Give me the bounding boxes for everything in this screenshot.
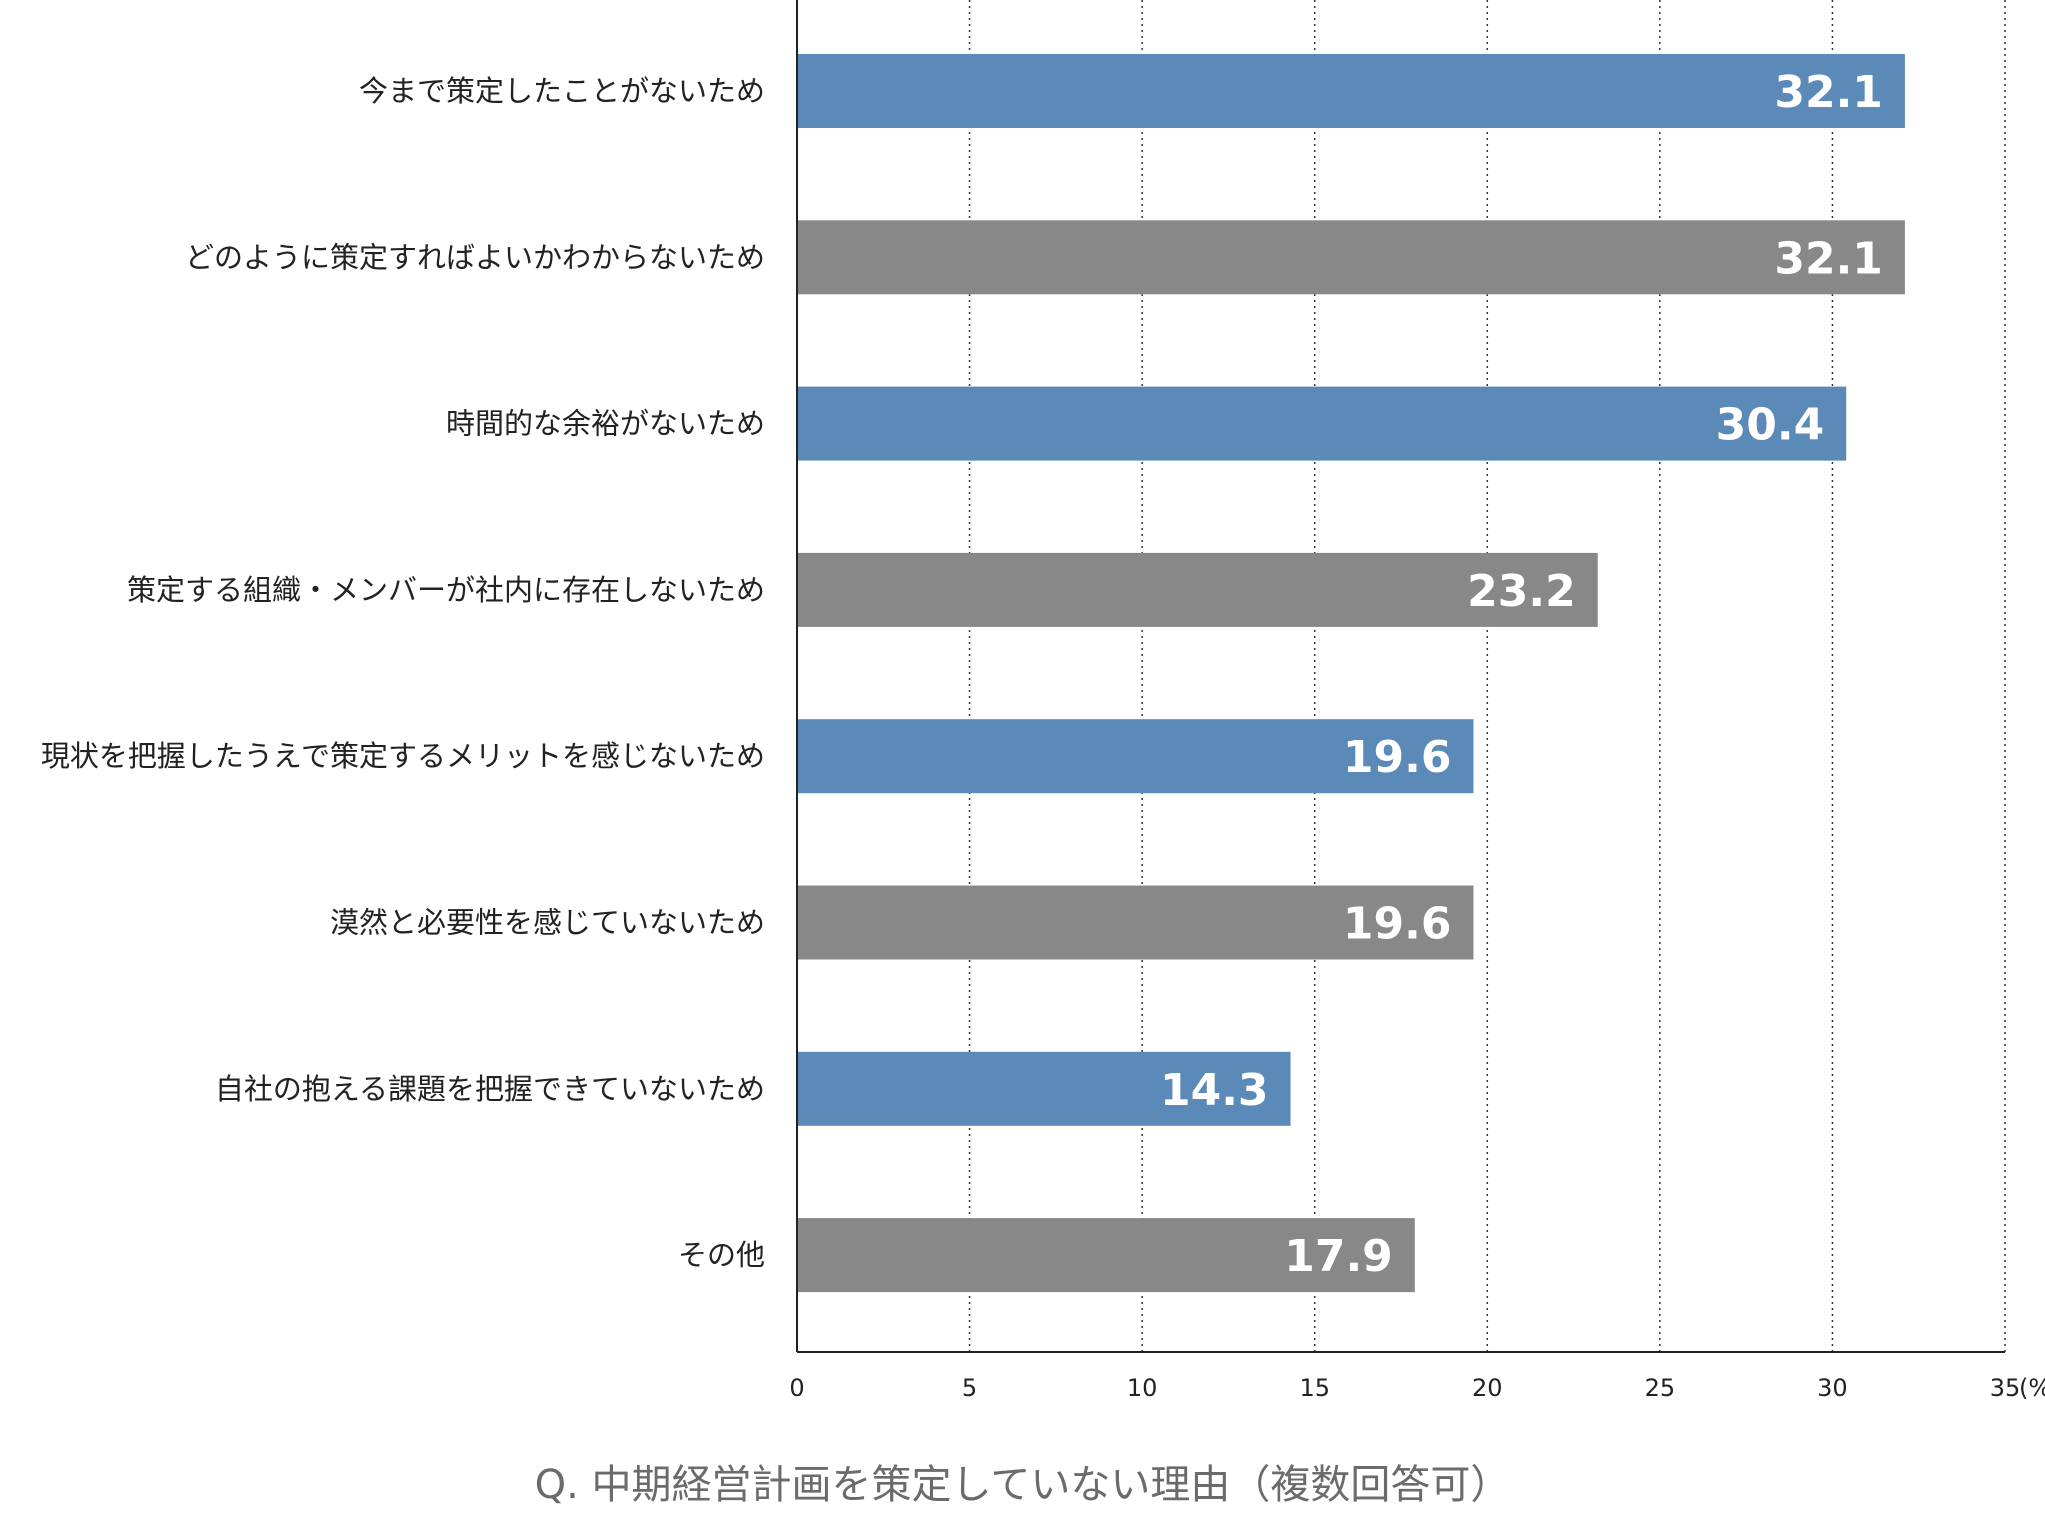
x-tick-label: 15 xyxy=(1299,1374,1330,1402)
category-label: 策定する組織・メンバーが社内に存在しないため xyxy=(127,573,765,607)
x-tick-label: 0 xyxy=(789,1374,804,1402)
category-label: どのように策定すればよいかわからないため xyxy=(185,240,765,274)
chart-title: Q. 中期経営計画を策定していない理由（複数回答可） xyxy=(534,1462,1511,1508)
x-tick-label: 25 xyxy=(1645,1374,1676,1402)
bar xyxy=(797,552,1598,627)
category-label: 漠然と必要性を感じていないため xyxy=(330,906,765,940)
labels: 0 5 10 15 20 25 30 35(%) 32.1 今まで策定したことがないため 32.1 ど… xyxy=(41,67,2045,1402)
bar xyxy=(797,220,1905,295)
bar-value-label: 30.4 xyxy=(1716,400,1825,451)
category-label: その他 xyxy=(678,1238,765,1272)
gridlines xyxy=(968,0,2006,1352)
bar-value-label: 19.6 xyxy=(1343,899,1452,950)
bar xyxy=(797,386,1847,461)
bar-value-label: 23.2 xyxy=(1467,566,1576,617)
bar-value-label: 32.1 xyxy=(1774,233,1883,284)
category-label: 今まで策定したことがないため xyxy=(359,74,765,108)
x-axis-unit: (%) xyxy=(2019,1374,2045,1402)
category-label: 現状を把握したうえで策定するメリットを感じないため xyxy=(41,739,765,773)
x-tick-label: 10 xyxy=(1127,1374,1158,1402)
bar-value-label: 32.1 xyxy=(1774,67,1883,118)
bar xyxy=(797,1051,1291,1126)
x-tick-label: 35 xyxy=(1990,1374,2021,1402)
category-label: 時間的な余裕がないため xyxy=(446,407,765,441)
bar-value-label: 14.3 xyxy=(1160,1065,1269,1116)
x-tick-label: 30 xyxy=(1817,1374,1848,1402)
bar xyxy=(797,719,1474,794)
x-tick-label: 5 xyxy=(962,1374,977,1402)
axes xyxy=(796,0,2005,1353)
bar xyxy=(797,54,1905,128)
bar-value-label: 17.9 xyxy=(1284,1231,1393,1282)
x-tick-label: 20 xyxy=(1472,1374,1503,1402)
category-label: 自社の抱える課題を把握できていないため xyxy=(215,1072,765,1106)
bar xyxy=(797,1218,1415,1293)
bar-value-label: 19.6 xyxy=(1343,732,1452,783)
bar xyxy=(797,885,1474,960)
bars xyxy=(797,54,1905,1293)
